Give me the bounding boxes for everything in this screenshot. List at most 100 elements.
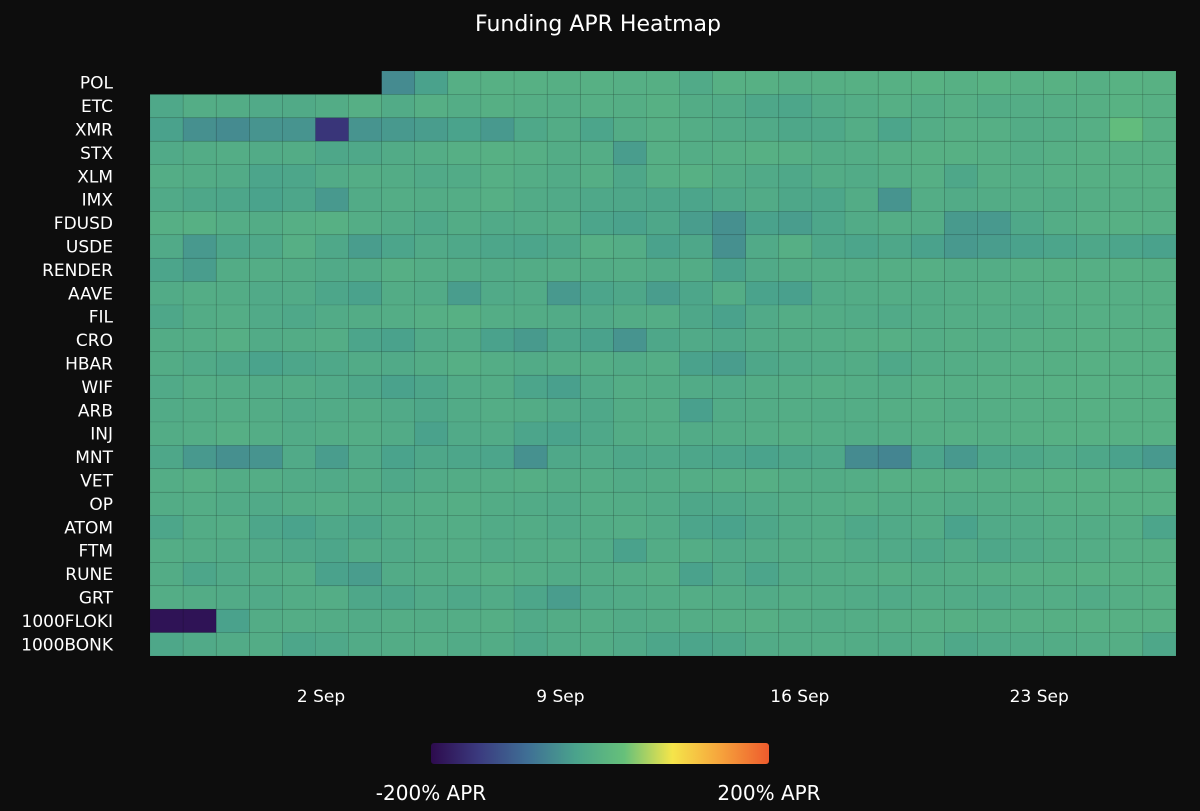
heatmap-cell xyxy=(910,328,945,353)
heatmap-cell xyxy=(1043,257,1078,282)
heatmap-cell xyxy=(745,211,780,236)
heatmap-cell xyxy=(215,281,250,306)
heatmap-cell xyxy=(613,515,647,540)
heatmap-cell xyxy=(480,585,515,610)
heatmap-cell xyxy=(910,585,945,610)
row-label: ETC xyxy=(81,97,113,117)
heatmap-cell xyxy=(910,468,945,493)
heatmap-cell xyxy=(1043,304,1078,329)
heatmap-cell xyxy=(944,164,978,189)
heatmap-cell xyxy=(348,351,382,376)
heatmap-cell xyxy=(1043,211,1078,236)
heatmap-cell xyxy=(513,281,548,306)
heatmap-cell xyxy=(1142,515,1177,540)
heatmap-cell xyxy=(579,351,614,376)
heatmap-cell xyxy=(844,632,879,657)
heatmap-cell xyxy=(679,164,713,189)
heatmap-cell xyxy=(149,164,184,189)
heatmap-cell xyxy=(480,70,515,95)
heatmap-cell xyxy=(1043,585,1078,610)
heatmap-cell xyxy=(381,304,416,329)
heatmap-cell xyxy=(646,398,680,423)
heatmap-cell xyxy=(248,304,283,329)
heatmap-cell xyxy=(877,164,912,189)
heatmap-cell xyxy=(480,117,515,142)
heatmap-cell xyxy=(149,257,184,282)
heatmap-cell xyxy=(646,140,680,165)
heatmap-cell xyxy=(513,468,548,493)
heatmap-cell xyxy=(811,468,846,493)
heatmap-cell xyxy=(778,515,813,540)
heatmap-cell xyxy=(1109,445,1144,470)
heatmap-cell xyxy=(745,398,780,423)
heatmap-cell xyxy=(182,187,217,212)
heatmap-cell xyxy=(282,304,316,329)
heatmap-cell xyxy=(282,164,316,189)
heatmap-cell xyxy=(1010,608,1044,633)
heatmap-cell xyxy=(712,538,747,563)
heatmap-cell xyxy=(215,515,250,540)
heatmap-cell xyxy=(679,538,713,563)
heatmap-cell xyxy=(1076,304,1111,329)
heatmap-cell xyxy=(248,234,283,259)
heatmap-cell xyxy=(282,445,316,470)
heatmap-cell xyxy=(480,398,515,423)
heatmap-cell xyxy=(745,351,780,376)
heatmap-cell xyxy=(348,94,382,119)
heatmap-cell xyxy=(579,117,614,142)
heatmap-cell xyxy=(1076,632,1111,657)
heatmap-cell xyxy=(646,70,680,95)
heatmap-cell xyxy=(844,211,879,236)
heatmap-cell xyxy=(613,491,647,516)
heatmap-cell xyxy=(182,328,217,353)
row-label: AAVE xyxy=(68,284,113,304)
heatmap-cell xyxy=(646,164,680,189)
heatmap-cell xyxy=(844,164,879,189)
heatmap-cell xyxy=(646,281,680,306)
heatmap-cell xyxy=(977,94,1011,119)
heatmap-cell xyxy=(1109,398,1144,423)
heatmap-cell xyxy=(1043,140,1078,165)
heatmap-cell xyxy=(149,304,184,329)
heatmap-cell xyxy=(613,257,647,282)
heatmap-cell xyxy=(182,562,217,587)
heatmap-cell xyxy=(613,187,647,212)
heatmap-cell xyxy=(679,632,713,657)
heatmap-cell xyxy=(215,328,250,353)
heatmap-cell xyxy=(447,374,482,399)
heatmap-cell xyxy=(944,351,978,376)
heatmap-cell xyxy=(712,468,747,493)
heatmap-cell xyxy=(1010,632,1044,657)
heatmap-cell xyxy=(944,515,978,540)
heatmap-cell xyxy=(646,538,680,563)
heatmap-cell xyxy=(1043,421,1078,446)
heatmap-cell xyxy=(712,491,747,516)
heatmap-cell xyxy=(646,304,680,329)
heatmap-cell xyxy=(679,491,713,516)
heatmap-cell xyxy=(679,468,713,493)
heatmap-cell xyxy=(1142,257,1177,282)
heatmap-cell xyxy=(613,234,647,259)
heatmap-cell xyxy=(811,421,846,446)
heatmap-cell xyxy=(778,562,813,587)
heatmap-cell xyxy=(1142,94,1177,119)
heatmap-cell xyxy=(811,374,846,399)
heatmap-cell xyxy=(646,445,680,470)
heatmap-cell xyxy=(282,351,316,376)
heatmap-cell xyxy=(712,234,747,259)
heatmap-cell xyxy=(480,608,515,633)
heatmap-cell xyxy=(844,468,879,493)
heatmap-cell xyxy=(546,70,581,95)
heatmap-cell xyxy=(1109,187,1144,212)
heatmap-cell xyxy=(977,491,1011,516)
heatmap-cell xyxy=(248,421,283,446)
row-label: XLM xyxy=(77,167,113,187)
heatmap-cell xyxy=(778,328,813,353)
heatmap-cell xyxy=(149,515,184,540)
heatmap-cell xyxy=(579,585,614,610)
heatmap-cell xyxy=(613,374,647,399)
heatmap-cell xyxy=(248,585,283,610)
heatmap-cell xyxy=(844,421,879,446)
heatmap-cell xyxy=(712,562,747,587)
heatmap-cell xyxy=(977,140,1011,165)
